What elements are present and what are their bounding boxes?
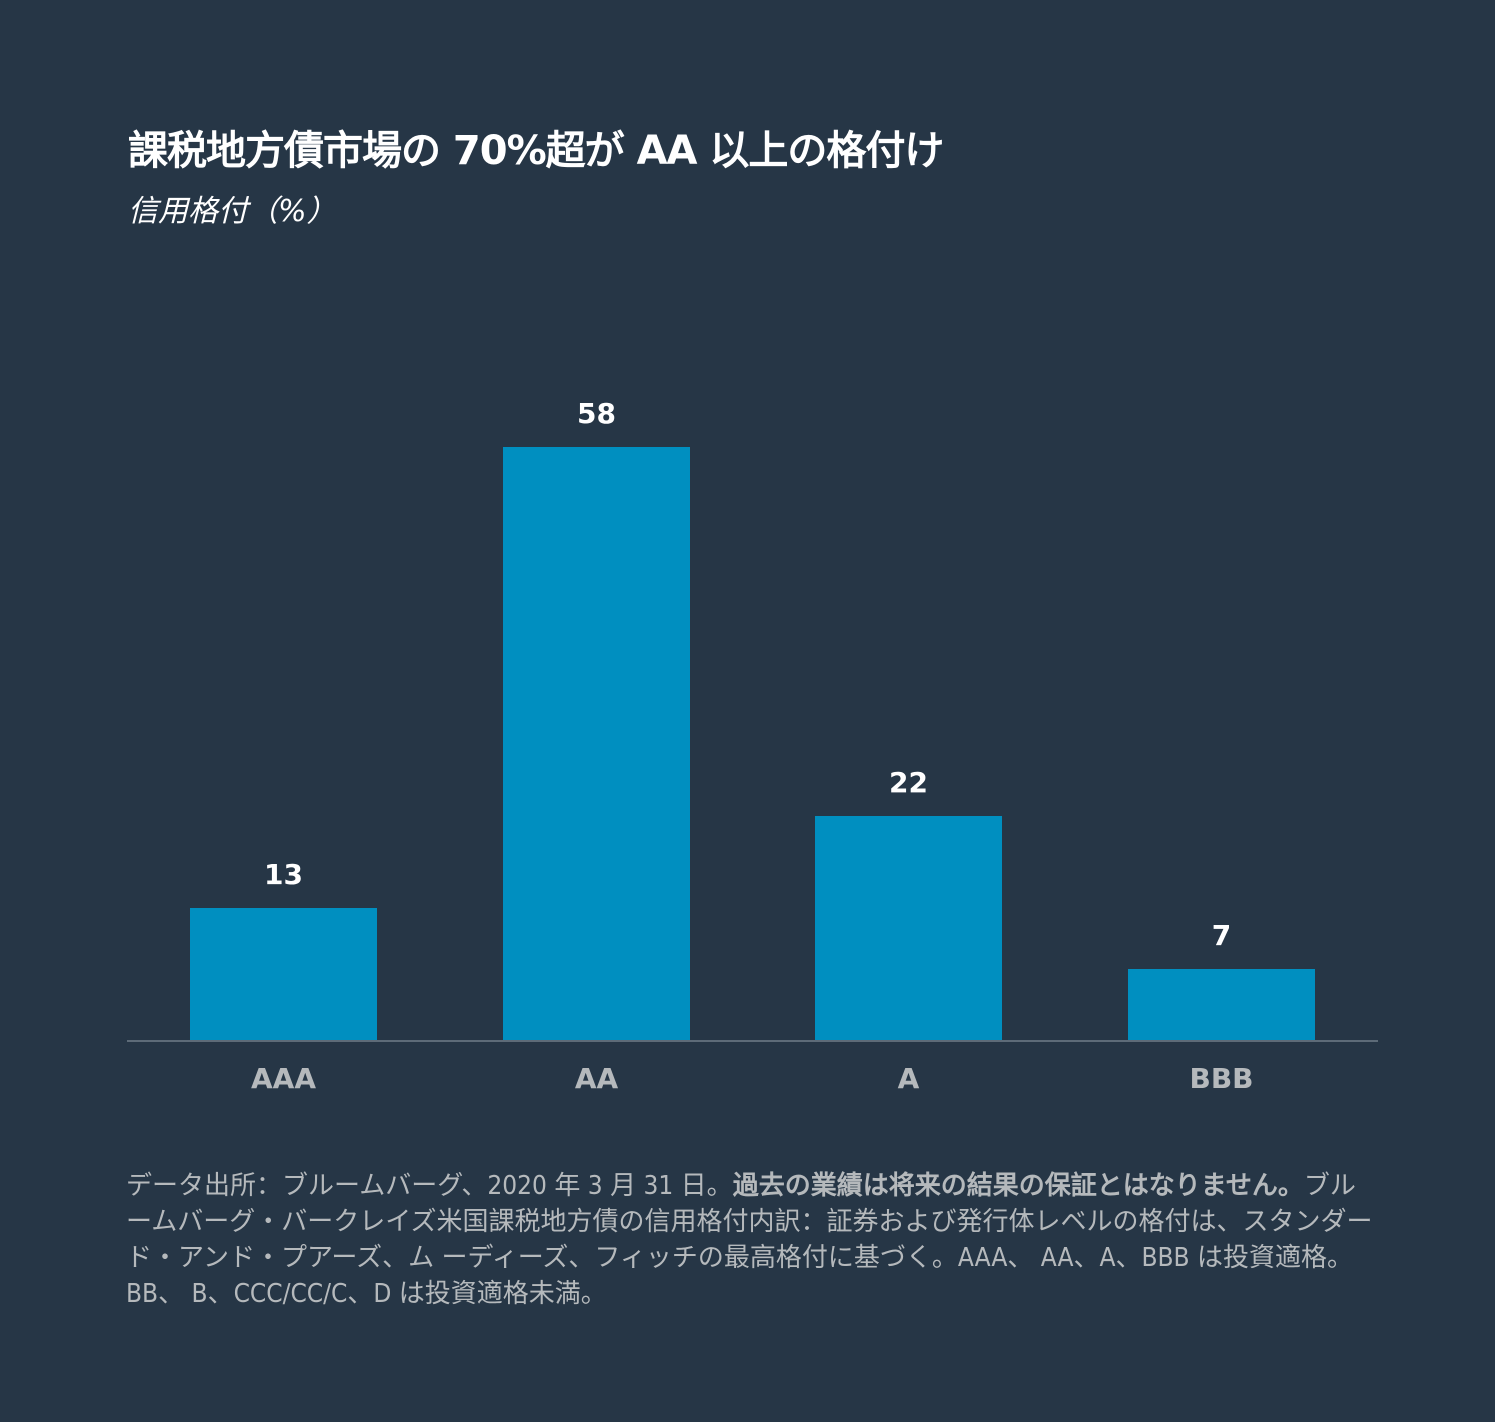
bar-bbb — [1128, 969, 1315, 1041]
x-axis-baseline — [127, 1040, 1378, 1042]
chart-title: 課税地方債市場の 70%超が AA 以上の格付け — [128, 128, 944, 174]
bar-a — [815, 816, 1002, 1041]
footnote: データ出所：ブルームバーグ、2020 年 3 月 31 日。過去の業績は将来の結… — [126, 1168, 1378, 1312]
bar-value-label: 22 — [889, 766, 928, 799]
bar-aa — [503, 447, 690, 1041]
footnote-source: データ出所：ブルームバーグ、2020 年 3 月 31 日。 — [126, 1171, 733, 1201]
footnote-details: ブルームバーグ・バークレイズ米国課税地方債の信用格付内訳：証券および発行体レベル… — [126, 1171, 1373, 1309]
bar-value-label: 7 — [1211, 919, 1232, 952]
category-label: AA — [574, 1062, 619, 1095]
bar-value-label: 58 — [577, 397, 616, 430]
bar-aaa — [190, 908, 377, 1041]
category-label: AAA — [250, 1062, 316, 1095]
bar-value-label: 13 — [264, 858, 303, 891]
chart-subtitle: 信用格付（%） — [128, 194, 337, 229]
footnote-disclaimer: 過去の業績は将来の結果の保証とはなりません。 — [732, 1171, 1304, 1201]
bar-chart-plot: 13 58 22 7 — [127, 300, 1378, 1041]
category-label: A — [897, 1062, 920, 1095]
category-label: BBB — [1189, 1062, 1254, 1095]
